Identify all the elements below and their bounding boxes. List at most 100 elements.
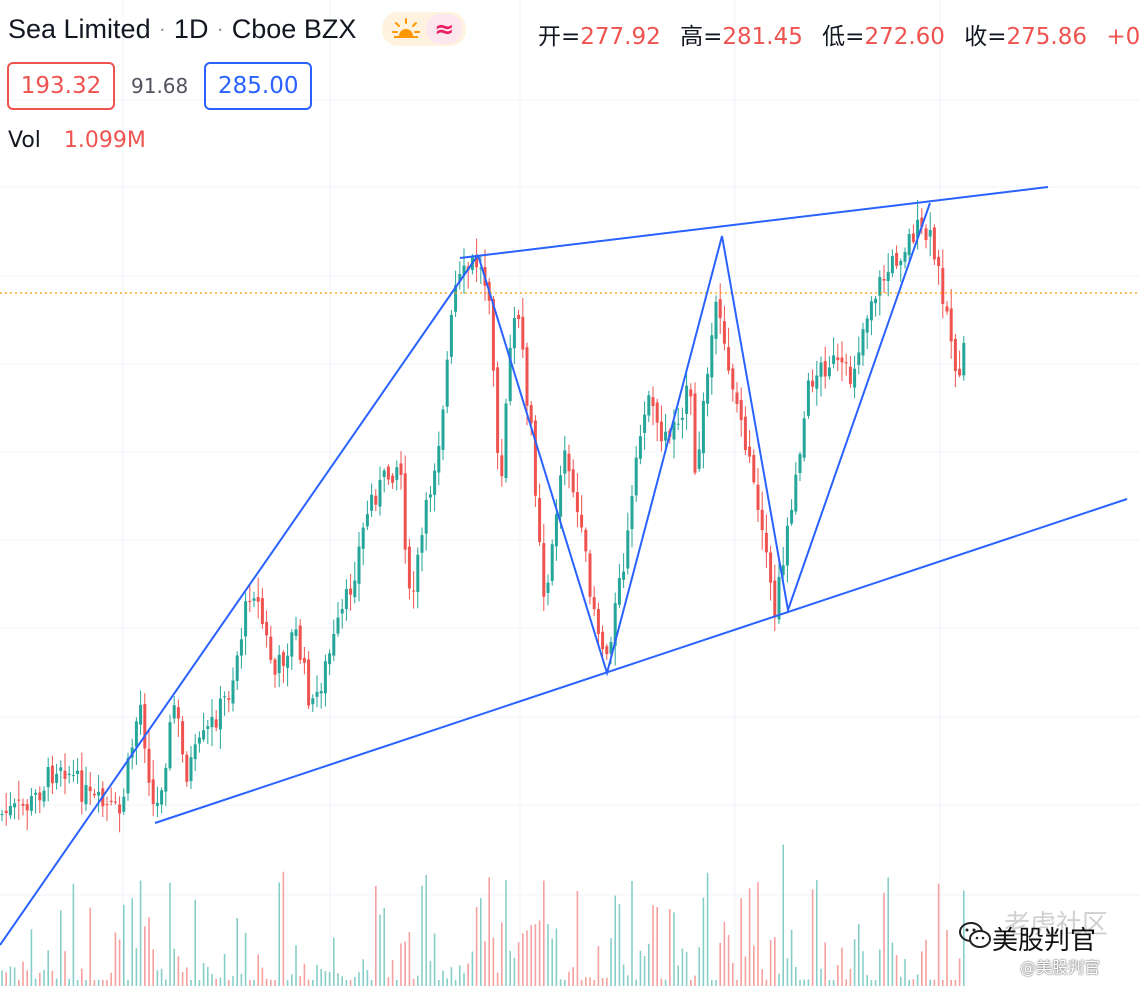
volume-bar	[34, 978, 37, 986]
volume-bar	[366, 970, 369, 986]
candle-body	[659, 421, 663, 442]
candle-body	[319, 691, 323, 694]
interval-label[interactable]: 1D	[173, 13, 209, 44]
candle-body	[760, 509, 764, 531]
candle-body	[38, 792, 42, 801]
indicator-right-box[interactable]: 285.00	[204, 62, 313, 110]
indicator-left-box[interactable]: 193.32	[7, 62, 115, 110]
candle-body	[428, 494, 432, 498]
candle-body	[13, 803, 17, 808]
candle-body	[496, 367, 500, 453]
separator-dot: ·	[216, 16, 224, 41]
candle-body	[223, 696, 227, 698]
exchange-label[interactable]: Cboe BZX	[231, 13, 357, 44]
candle-body	[462, 265, 466, 275]
volume-bar	[354, 976, 356, 986]
candle-body	[147, 748, 151, 783]
candle-body	[361, 527, 365, 549]
candle-body	[328, 653, 332, 665]
candle-body	[252, 598, 256, 601]
volume-bar	[438, 979, 440, 986]
volume-bar	[958, 958, 961, 986]
volume-bar	[853, 939, 856, 986]
candle-body	[105, 804, 109, 806]
volume-bar	[232, 975, 234, 986]
volume-bar	[93, 979, 96, 986]
volume-bar	[900, 976, 902, 986]
candle-body	[878, 277, 882, 296]
volume-bar	[1, 970, 3, 986]
volume-bar	[895, 955, 898, 986]
candle-body	[172, 705, 176, 719]
candle-body	[756, 484, 760, 510]
candle-body	[445, 359, 449, 407]
candle-body	[269, 636, 273, 660]
volume-bar	[211, 973, 213, 986]
low-value: 272.60	[864, 24, 945, 50]
candle-body	[937, 256, 941, 267]
volume-bar	[383, 907, 385, 986]
candle-body	[370, 494, 374, 511]
volume-bar	[492, 937, 495, 986]
candle-body	[559, 475, 563, 517]
volume-bar	[811, 889, 814, 986]
volume-bar	[345, 979, 348, 986]
volume-bar	[207, 966, 209, 986]
symbol-name[interactable]: Sea Limited	[8, 13, 151, 44]
volume-bar	[513, 957, 516, 986]
volume-bar	[30, 929, 33, 986]
candle-body	[886, 272, 890, 282]
volume-bar	[568, 971, 570, 986]
volume-bar	[702, 897, 705, 986]
volume-label[interactable]: Vol	[8, 128, 41, 153]
volume-bar	[181, 972, 184, 986]
volume-bar	[870, 979, 873, 986]
candle-body	[176, 707, 180, 719]
open-value: 277.92	[580, 24, 661, 50]
candle-body	[29, 795, 33, 811]
candle-body	[491, 298, 495, 371]
volume-bar	[55, 978, 58, 986]
candle-body	[962, 342, 966, 376]
market-status-pill[interactable]: ≈	[382, 12, 467, 46]
volume-bar	[177, 956, 180, 986]
candle-body	[46, 767, 50, 788]
candle-body	[302, 657, 306, 663]
volume-bar	[312, 979, 314, 986]
candle-body	[613, 603, 617, 646]
candle-body	[907, 234, 911, 256]
candle-body	[634, 457, 638, 496]
candle-body	[836, 357, 840, 361]
volume-bar	[291, 974, 293, 986]
candle-body	[840, 357, 844, 363]
candle-body	[315, 691, 319, 697]
wave-icon[interactable]: ≈	[426, 14, 463, 44]
volume-bar	[362, 959, 364, 986]
volume-bar	[18, 979, 20, 986]
candle-body	[17, 799, 21, 801]
volume-bar	[942, 979, 944, 986]
candle-body	[4, 810, 8, 814]
volume-bar	[727, 934, 730, 986]
candle-body	[458, 273, 462, 282]
volume-bar	[349, 979, 352, 986]
candle-body	[227, 698, 231, 700]
volume-bar	[278, 882, 280, 986]
volume-bar	[622, 964, 625, 986]
candle-body	[500, 455, 504, 477]
candle-body	[424, 499, 428, 534]
volume-bar	[68, 978, 70, 986]
candle-body	[197, 737, 201, 744]
candle-body	[647, 395, 651, 416]
candle-body	[391, 475, 395, 483]
candle-body	[554, 514, 558, 547]
sun-icon[interactable]	[386, 14, 426, 44]
volume-bar	[43, 969, 45, 986]
volume-bar	[736, 979, 738, 986]
volume-bar	[295, 945, 297, 986]
volume-bar	[593, 979, 595, 986]
open-label: 开=	[538, 24, 581, 50]
candle-body	[97, 791, 101, 796]
